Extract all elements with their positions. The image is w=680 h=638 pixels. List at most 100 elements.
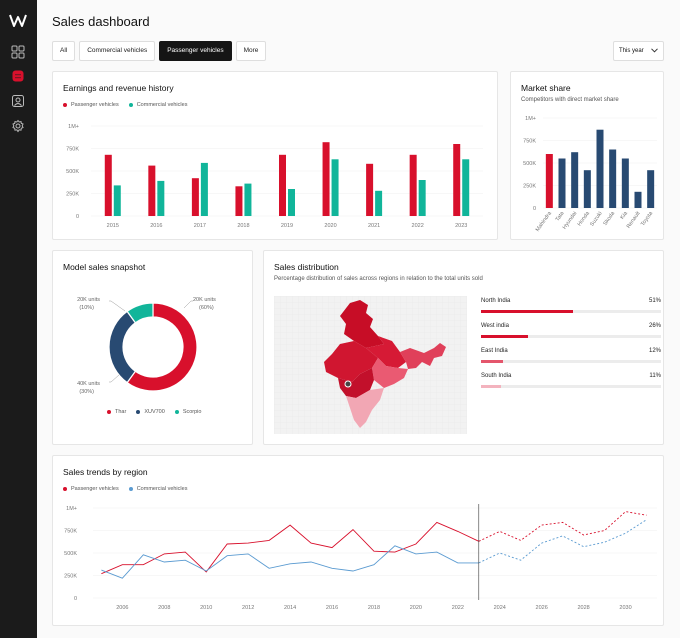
donut-callout-pct: (10%) [79,305,94,311]
contacts-icon[interactable] [11,94,25,108]
earnings-legend: Passenger vehicles Commercial vehicles [63,102,187,108]
earnings-card: Earnings and revenue history Passenger v… [52,71,498,240]
earnings-bar-passenger [279,154,286,216]
earnings-bar-passenger [409,154,417,216]
earnings-bar-commercial [462,159,470,216]
legend-commercial: Commercial vehicles [128,102,188,108]
market-xtick-label: Renault [626,210,642,229]
donut-slice-thar [126,302,198,392]
main-content: Sales dashboard All Commercial vehicles … [37,0,680,638]
legend-xuv700: XUV700 [136,409,165,415]
trends-forecast-line-passenger [478,511,647,542]
earnings-xtick-label: 2018 [237,223,249,229]
trends-xtick-label: 2012 [242,605,254,611]
trends-xtick-label: 2018 [368,605,380,611]
legend-passenger: Passenger vehicles [63,102,119,108]
market-share-title: Market share [521,83,571,93]
donut-callout-line [109,300,126,312]
earnings-ytick-label: 250K [66,192,79,198]
region-bar-track-east [481,360,661,363]
legend-dot-scorpio [174,410,179,414]
snapshot-legend: Thar XUV700 Scorpio [107,409,201,415]
filter-tabs: All Commercial vehicles Passenger vehicl… [52,41,267,61]
legend-label-passenger: Passenger vehicles [71,102,119,108]
distribution-list: North India 51% West india 26% East Indi… [481,298,661,438]
distribution-subtitle: Percentage distribution of sales across … [274,276,483,282]
trends-forecast-line-commercial [478,519,647,564]
earnings-bar-commercial [113,185,121,216]
market-bar [634,191,642,208]
earnings-chart: 0 250K 500K 750K 1M+ 2015 2016 2017 2018 2019 2020… [66,124,483,229]
earnings-bar-passenger [191,178,199,216]
legend-dot-passenger [63,103,67,107]
brand-logo-icon[interactable] [9,12,27,30]
region-south[interactable] [346,388,384,428]
trends-ytick-label: 750K [64,529,77,535]
trends-ytick-label: 1M+ [66,506,77,512]
earnings-xtick-label: 2020 [324,223,336,229]
settings-icon[interactable] [11,119,25,133]
region-bar-track-north [481,310,661,313]
region-pct-west: 26% [648,323,661,329]
trends-legend-dot-passenger [63,487,67,491]
market-bar [558,158,566,208]
region-west[interactable] [338,368,374,398]
earnings-bar-passenger [453,144,461,216]
market-ytick-label: 250K [523,184,536,190]
region-label-north: North India [481,298,511,304]
tab-commercial-vehicles[interactable]: Commercial vehicles [79,41,156,61]
earnings-ytick-label: 0 [76,214,79,220]
market-ytick-label: 500K [523,161,536,167]
region-east[interactable] [372,358,408,388]
earnings-bar-commercial [244,183,252,216]
region-north-west[interactable] [340,300,384,348]
trends-xtick-label: 2014 [284,605,296,611]
earnings-bar-commercial [200,162,208,216]
trends-ytick-label: 0 [74,596,77,602]
earnings-bar-passenger [148,165,156,216]
trends-xtick-label: 2030 [619,605,631,611]
earnings-ytick-label: 1M+ [68,124,79,130]
legend-dot-commercial [128,103,133,107]
earnings-xtick-label: 2019 [281,223,293,229]
trends-xtick-label: 2028 [577,605,589,611]
distribution-card: Sales distribution Percentage distributi… [263,250,664,445]
donut-callout-pct: (60%) [199,305,214,311]
trends-chart: 0 250K 500K 750K 1M+ 2006 2008 2010 2012 2014 2016… [64,504,657,611]
earnings-bar-commercial [157,180,165,216]
trends-legend-dot-commercial [128,487,133,491]
nav-rail [0,0,37,638]
donut-slice-xuv700 [108,310,137,384]
legend-label-commercial: Commercial vehicles [136,102,188,108]
earnings-title: Earnings and revenue history [63,83,174,93]
earnings-bar-passenger [366,163,374,216]
region-north-east[interactable] [400,343,446,369]
period-select[interactable]: This year [613,41,664,61]
earnings-xtick-label: 2016 [150,223,162,229]
tab-more[interactable]: More [235,41,267,61]
car-icon[interactable] [11,69,25,83]
region-label-east: East India [481,348,508,354]
trends-xtick-label: 2026 [536,605,548,611]
earnings-xtick-label: 2022 [412,223,424,229]
trends-ytick-label: 500K [64,551,77,557]
snapshot-card: Model sales snapshot 20K units (60%) 40K u… [52,250,253,445]
market-bar [647,170,655,208]
tab-passenger-vehicles[interactable]: Passenger vehicles [159,41,232,61]
market-bar [609,149,617,208]
donut-callout-line [183,300,193,309]
map-location-marker[interactable] [344,380,352,388]
region-north-central[interactable] [366,336,406,368]
grid-icon[interactable] [11,45,25,59]
trends-title: Sales trends by region [63,467,148,477]
trends-xtick-label: 2006 [116,605,128,611]
market-ytick-label: 0 [533,206,536,212]
trends-legend-commercial: Commercial vehicles [128,486,187,492]
region-label-south: South India [481,373,512,379]
page-title: Sales dashboard [52,14,150,29]
tab-all[interactable]: All [52,41,76,61]
india-map [274,296,467,434]
trends-xtick-label: 2022 [452,605,464,611]
earnings-ytick-label: 750K [66,147,79,153]
snapshot-title: Model sales snapshot [63,262,146,272]
